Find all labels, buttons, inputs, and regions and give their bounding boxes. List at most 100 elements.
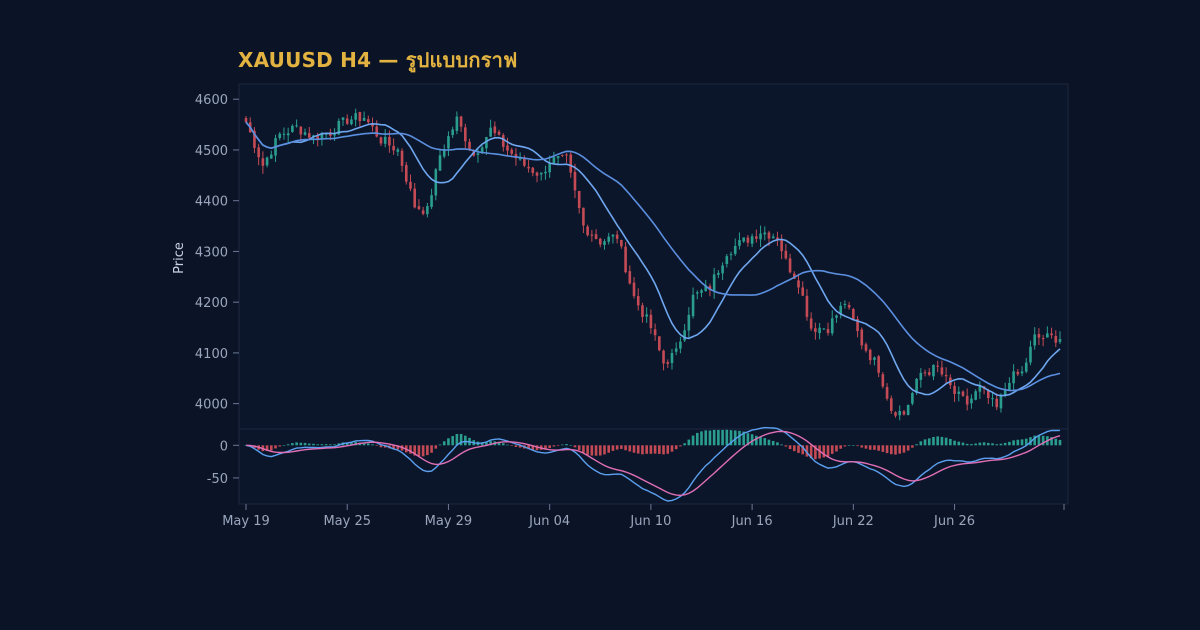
candle-body bbox=[1050, 333, 1053, 336]
macd-bar bbox=[447, 438, 450, 446]
candle-body bbox=[674, 348, 678, 352]
macd-bar bbox=[582, 445, 585, 453]
candle-body bbox=[695, 292, 699, 294]
price-panel bbox=[238, 83, 1069, 430]
macd-bar bbox=[527, 445, 530, 450]
macd-bar bbox=[729, 430, 733, 446]
macd-bar bbox=[426, 445, 429, 456]
candle-body bbox=[577, 191, 581, 209]
macd-bar bbox=[940, 436, 944, 446]
candle-body bbox=[835, 315, 838, 318]
macd-bar bbox=[430, 445, 433, 453]
macd-bar bbox=[691, 435, 695, 446]
candle-body bbox=[459, 116, 463, 127]
candle-body bbox=[847, 304, 851, 308]
macd-bar bbox=[877, 445, 880, 451]
macd-bar bbox=[835, 445, 838, 452]
candle-body bbox=[889, 398, 893, 411]
candle-body bbox=[1024, 362, 1028, 372]
candle-body bbox=[426, 206, 429, 215]
macd-bar bbox=[291, 443, 294, 446]
candle-body bbox=[333, 134, 336, 136]
candle-body bbox=[510, 149, 514, 154]
macd-tick-label: -50 bbox=[207, 472, 228, 487]
candle-body bbox=[615, 234, 619, 239]
macd-bar bbox=[641, 445, 644, 455]
macd-bar bbox=[991, 443, 994, 446]
candle-body bbox=[316, 136, 320, 140]
candle-body bbox=[986, 389, 990, 399]
macd-bar bbox=[379, 445, 383, 448]
macd-bar bbox=[598, 445, 602, 456]
candle-body bbox=[548, 162, 551, 173]
macd-bar bbox=[628, 445, 632, 452]
candle-body bbox=[303, 132, 307, 135]
axes: 4000 4100 4200 4300 4400 4500 4600 0 -50 May 19 Ma… bbox=[195, 93, 1065, 529]
macd-bar bbox=[1016, 439, 1020, 446]
ma-line-32 bbox=[245, 121, 1061, 392]
macd-bar bbox=[561, 444, 564, 446]
candle-body bbox=[906, 405, 910, 416]
candle-body bbox=[527, 166, 530, 169]
y-tick-label: 4000 bbox=[195, 398, 228, 413]
macd-bar bbox=[889, 445, 893, 455]
candle-body bbox=[350, 119, 353, 125]
macd-bar bbox=[717, 429, 720, 446]
candle-body bbox=[392, 146, 395, 151]
macd-bar bbox=[961, 442, 965, 446]
macd-bar bbox=[409, 445, 412, 454]
macd-bar bbox=[776, 442, 779, 446]
macd-bar bbox=[497, 441, 501, 446]
candle-body bbox=[636, 296, 640, 306]
macd-bar bbox=[367, 443, 370, 446]
macd-bar bbox=[923, 439, 927, 446]
macd-bar bbox=[383, 445, 387, 448]
candle-body bbox=[413, 188, 417, 208]
candle-body bbox=[442, 149, 446, 157]
macd-bar bbox=[721, 429, 724, 446]
macd-bar bbox=[725, 429, 729, 446]
candle-body bbox=[531, 167, 535, 173]
macd-bar bbox=[666, 445, 670, 454]
candle-body bbox=[383, 136, 387, 144]
candle-body bbox=[620, 239, 623, 247]
candle-body bbox=[362, 117, 366, 121]
candle-body bbox=[704, 285, 708, 291]
candle-body bbox=[489, 127, 492, 137]
macd-bar bbox=[653, 445, 657, 454]
macd-bar bbox=[270, 445, 273, 451]
candle-body bbox=[733, 245, 737, 254]
signal-line bbox=[245, 430, 1061, 497]
macd-bar bbox=[843, 445, 847, 447]
macd-bar bbox=[974, 443, 977, 446]
macd-bar bbox=[860, 445, 864, 448]
macd-bar bbox=[873, 445, 876, 450]
y-tick-label: 4400 bbox=[195, 195, 228, 210]
candle-body bbox=[898, 410, 902, 416]
macd-bar bbox=[919, 441, 923, 446]
candle-body bbox=[974, 391, 977, 400]
macd-bar bbox=[510, 445, 514, 446]
macd-bar bbox=[864, 445, 868, 449]
candle-body bbox=[544, 171, 547, 174]
candle-body bbox=[953, 385, 956, 394]
macd-bar bbox=[784, 445, 788, 447]
candle-body bbox=[523, 158, 526, 166]
candle-body bbox=[561, 154, 564, 156]
candle-body bbox=[826, 329, 830, 334]
macd-bar bbox=[620, 445, 623, 449]
macd-bar bbox=[856, 445, 859, 447]
macd-bar bbox=[1024, 438, 1028, 446]
macd-bar bbox=[868, 445, 872, 450]
candle-body bbox=[324, 133, 328, 135]
macd-bar bbox=[763, 438, 767, 446]
macd-bar bbox=[299, 442, 303, 446]
macd-bar bbox=[434, 445, 438, 449]
macd-bar bbox=[569, 445, 573, 446]
candle-body bbox=[430, 195, 433, 207]
macd-bar bbox=[953, 440, 956, 446]
macd-bar bbox=[978, 442, 982, 446]
candle-body bbox=[1037, 334, 1041, 338]
macd-bar bbox=[556, 445, 560, 446]
candle-body bbox=[662, 350, 665, 364]
